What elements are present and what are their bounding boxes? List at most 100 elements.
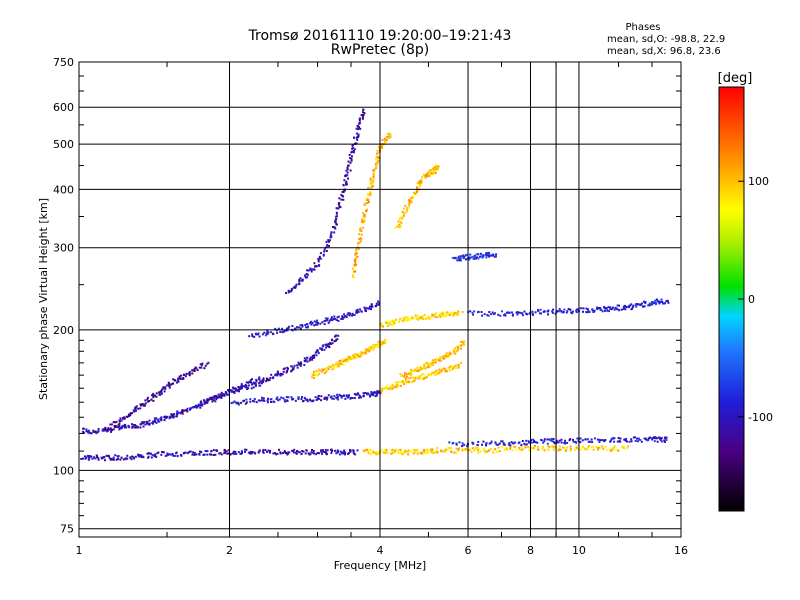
scatter-point	[168, 417, 171, 420]
scatter-point	[285, 452, 287, 454]
scatter-point	[477, 441, 480, 443]
scatter-point	[139, 426, 142, 429]
scatter-point	[356, 124, 359, 127]
scatter-point	[609, 439, 612, 442]
scatter-point	[281, 373, 284, 376]
scatter-point	[245, 448, 248, 451]
scatter-point	[438, 368, 441, 371]
scatter-point	[115, 458, 118, 461]
scatter-point	[480, 311, 483, 313]
scatter-point	[124, 423, 126, 426]
scatter-point	[437, 371, 440, 374]
scatter-point	[431, 362, 434, 365]
scatter-point	[215, 394, 218, 397]
scatter-point	[336, 397, 339, 400]
scatter-point	[355, 393, 357, 396]
scatter-point	[274, 452, 277, 455]
scatter-point	[322, 450, 325, 453]
scatter-point	[372, 169, 375, 172]
scatter-point	[376, 149, 379, 152]
scatter-point	[306, 269, 309, 272]
scatter-point	[547, 448, 550, 451]
scatter-point	[403, 381, 406, 384]
scatter-point	[405, 381, 408, 384]
scatter-point	[362, 352, 365, 355]
scatter-point	[407, 450, 410, 453]
scatter-point	[471, 311, 474, 314]
scatter-point	[355, 127, 358, 130]
scatter-point	[355, 142, 358, 145]
scatter-point	[146, 396, 149, 399]
scatter-point	[106, 430, 109, 433]
scatter-point	[198, 366, 201, 369]
scatter-point	[329, 239, 331, 242]
scatter-point	[455, 350, 458, 353]
scatter-point	[658, 302, 661, 305]
scatter-point	[357, 355, 360, 357]
scatter-point	[211, 400, 214, 403]
scatter-point	[337, 398, 340, 401]
scatter-point	[340, 359, 342, 362]
scatter-point	[253, 400, 256, 403]
scatter-point	[112, 458, 115, 461]
scatter-point	[203, 453, 206, 456]
scatter-point	[610, 308, 613, 311]
scatter-point	[180, 454, 183, 457]
scatter-point	[333, 340, 336, 343]
scatter-point	[448, 312, 451, 315]
scatter-point	[367, 348, 370, 351]
scatter-point	[448, 441, 451, 444]
scatter-point	[349, 450, 352, 453]
scatter-point	[331, 342, 334, 345]
scatter-point	[197, 405, 200, 408]
scatter-point	[619, 437, 622, 440]
scatter-point	[191, 369, 194, 372]
scatter-point	[505, 311, 508, 314]
scatter-point	[363, 112, 366, 114]
scatter-point	[311, 451, 314, 454]
scatter-point	[355, 309, 358, 312]
scatter-point	[290, 289, 293, 292]
scatter-point	[591, 441, 594, 444]
scatter-point	[394, 381, 397, 384]
scatter-point	[527, 440, 530, 443]
scatter-point	[321, 449, 324, 452]
scatter-point	[381, 342, 384, 345]
scatter-point	[295, 283, 298, 286]
scatter-point	[586, 308, 589, 311]
scatter-point	[176, 410, 179, 413]
scatter-point	[536, 441, 539, 444]
scatter-point	[487, 251, 490, 254]
scatter-point	[174, 379, 177, 382]
scatter-point	[276, 452, 279, 455]
scatter-point	[240, 385, 243, 388]
scatter-point	[327, 365, 330, 368]
scatter-point	[87, 431, 90, 434]
scatter-point	[640, 440, 643, 443]
scatter-point	[380, 323, 383, 326]
scatter-point	[199, 404, 202, 407]
scatter-point	[494, 255, 497, 258]
scatter-point	[352, 149, 355, 152]
scatter-point	[399, 220, 402, 223]
scatter-point	[399, 384, 402, 387]
scatter-point	[564, 449, 567, 452]
scatter-point	[295, 452, 298, 455]
scatter-point	[306, 276, 309, 279]
scatter-point	[354, 353, 357, 356]
scatter-point	[373, 346, 376, 349]
scatter-point	[369, 193, 372, 196]
scatter-point	[520, 445, 523, 448]
scatter-point	[405, 320, 408, 322]
scatter-point	[546, 438, 549, 441]
scatter-point	[659, 437, 662, 440]
scatter-point	[163, 390, 166, 393]
scatter-point	[484, 253, 487, 256]
scatter-point	[433, 168, 436, 171]
scatter-point	[355, 132, 358, 135]
scatter-point	[447, 355, 450, 358]
scatter-point	[375, 345, 378, 348]
grid	[78, 61, 682, 537]
scatter-point	[316, 397, 319, 400]
scatter-point	[81, 430, 84, 433]
